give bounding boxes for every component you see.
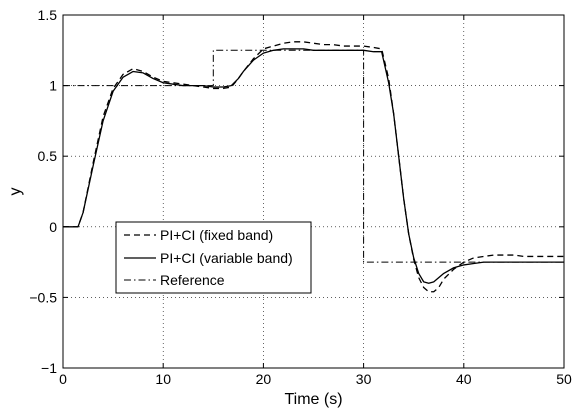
grid-lines — [63, 15, 564, 368]
legend-label-reference: Reference — [160, 272, 225, 288]
x-tick-label: 40 — [456, 371, 472, 387]
legend-label-variable-band: PI+CI (variable band) — [160, 250, 293, 266]
y-tick-label: 1.5 — [38, 7, 58, 23]
plot-area — [63, 15, 564, 368]
y-tick-label: 0.5 — [38, 148, 58, 164]
x-tick-labels: 0 10 20 30 40 50 — [59, 371, 572, 387]
axis-ticks — [62, 14, 565, 369]
legend: PI+CI (fixed band) PI+CI (variable band)… — [115, 221, 312, 294]
plot-frame — [62, 14, 565, 369]
x-axis-label: Time (s) — [284, 391, 342, 408]
x-tick-label: 30 — [356, 371, 372, 387]
series-layer — [63, 41, 564, 293]
legend-label-fixed-band: PI+CI (fixed band) — [160, 227, 273, 243]
series-line-2 — [63, 49, 564, 263]
y-tick-label: −0.5 — [29, 289, 57, 305]
y-tick-label: 1 — [49, 78, 57, 94]
y-tick-labels: −1 −0.5 0 0.5 1 1.5 — [29, 7, 57, 376]
x-tick-label: 0 — [59, 371, 67, 387]
x-tick-label: 10 — [155, 371, 171, 387]
y-tick-label: 0 — [49, 219, 57, 235]
y-tick-label: −1 — [41, 360, 57, 376]
x-tick-label: 50 — [556, 371, 572, 387]
series-line-0 — [63, 41, 564, 293]
y-axis-label: y — [7, 188, 24, 196]
x-tick-label: 20 — [256, 371, 272, 387]
